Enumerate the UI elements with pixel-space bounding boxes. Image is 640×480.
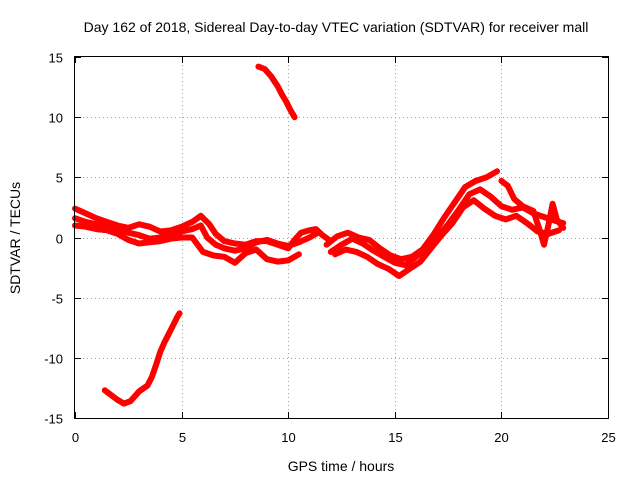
y-tick-label: -15 xyxy=(44,412,63,427)
x-tick-label: 15 xyxy=(388,430,402,445)
series-band-middle xyxy=(72,215,319,254)
series-afternoon-lower xyxy=(332,197,562,279)
series-band-upper xyxy=(72,205,334,252)
y-tick-label: 5 xyxy=(56,171,63,186)
series-afternoon-upper xyxy=(323,168,501,263)
axis-ticks: 0 5 10 15 20 25 -15 -10 -5 0 5 10 15 xyxy=(44,51,616,446)
y-tick-label: -10 xyxy=(44,352,63,367)
y-tick-label: -5 xyxy=(51,292,63,307)
series-upper-arc xyxy=(255,63,298,121)
x-tick-label: 20 xyxy=(494,430,508,445)
y-axis-label: SDTVAR / TECUs xyxy=(7,182,23,294)
plot-frame xyxy=(74,56,609,419)
x-tick-label: 25 xyxy=(601,430,615,445)
chart-title: Day 162 of 2018, Sidereal Day-to-day VTE… xyxy=(84,19,589,35)
series-evening-spike xyxy=(498,177,567,248)
y-tick-label: 0 xyxy=(56,232,63,247)
x-tick-label: 0 xyxy=(72,430,79,445)
series-lower-arc xyxy=(101,310,183,407)
y-tick-label: 15 xyxy=(49,51,63,66)
x-tick-label: 5 xyxy=(179,430,186,445)
x-tick-label: 10 xyxy=(281,430,295,445)
series-band-lower xyxy=(72,222,302,266)
x-axis-label: GPS time / hours xyxy=(288,458,395,474)
y-tick-label: 10 xyxy=(49,111,63,126)
data-traces xyxy=(72,63,567,407)
